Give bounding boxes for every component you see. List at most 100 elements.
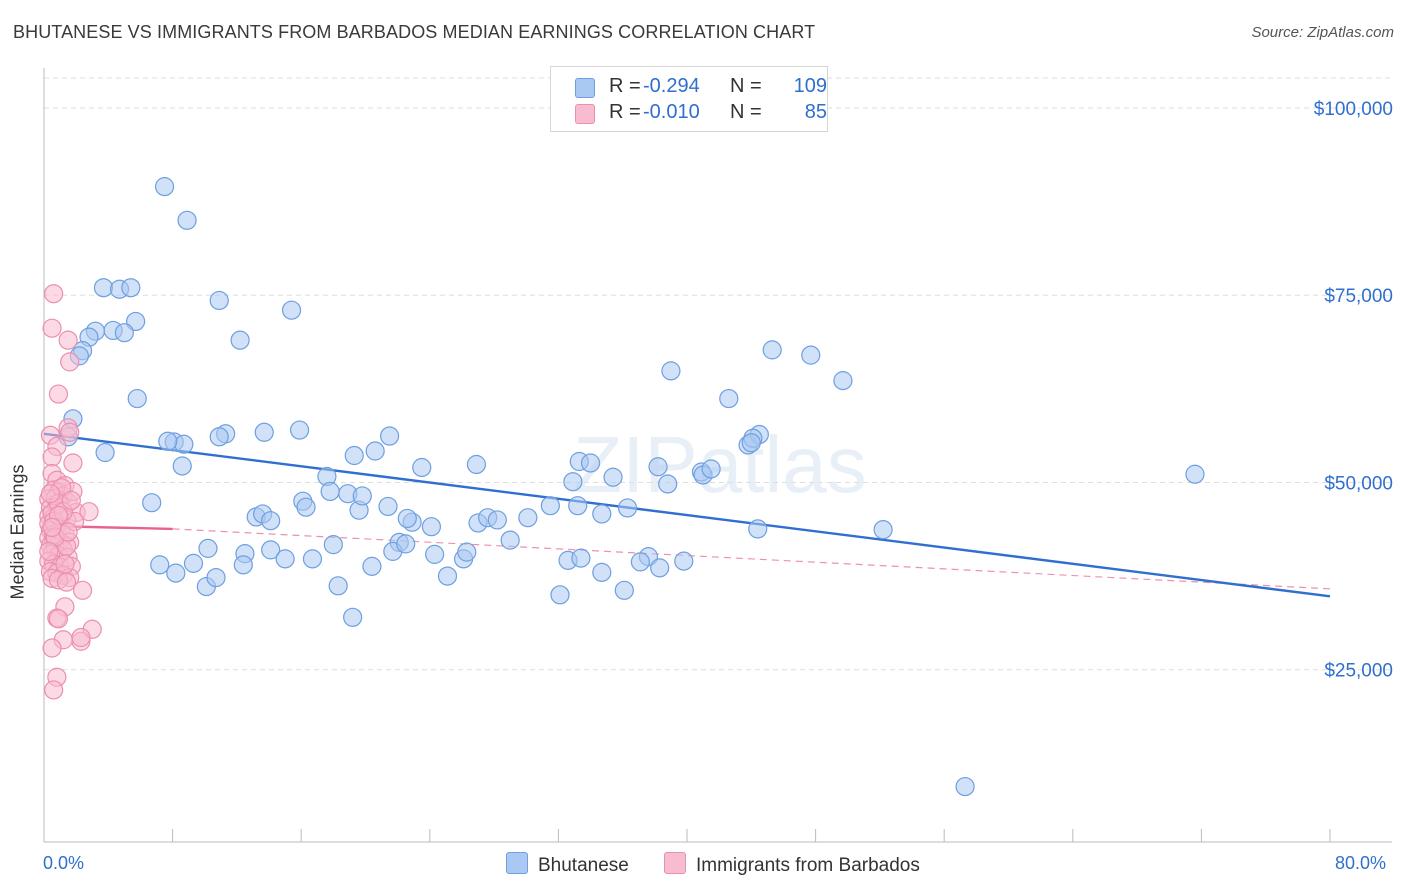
point-bhutanese <box>833 371 853 391</box>
legend-r-value: -0.294 <box>643 75 700 97</box>
point-bhutanese <box>650 558 670 578</box>
point-barbados <box>60 352 80 372</box>
point-bhutanese <box>328 576 348 596</box>
legend-n-label: N = <box>730 101 762 123</box>
legend-box: R = -0.294 N = 109 R = -0.010 N = 85 <box>550 66 828 132</box>
chart-title: BHUTANESE VS IMMIGRANTS FROM BARBADOS ME… <box>13 22 816 42</box>
point-bhutanese <box>323 535 343 555</box>
point-bhutanese <box>614 580 634 600</box>
trend-line-bhutanese <box>43 432 1331 598</box>
point-bhutanese <box>378 496 398 517</box>
point-bhutanese <box>801 345 821 365</box>
point-bhutanese <box>741 433 761 453</box>
point-bhutanese <box>630 552 650 572</box>
point-barbados <box>61 490 81 511</box>
point-bhutanese <box>362 556 382 576</box>
point-bhutanese <box>352 486 372 506</box>
point-barbados <box>71 627 91 648</box>
point-bhutanese <box>233 555 253 575</box>
point-barbados <box>79 502 99 522</box>
point-bhutanese <box>343 607 363 627</box>
point-bhutanese <box>154 177 175 197</box>
point-bhutanese <box>762 340 782 360</box>
point-bhutanese <box>658 474 678 494</box>
y-tick-label: $25,000 <box>1324 661 1393 682</box>
point-bhutanese <box>121 278 141 298</box>
point-bhutanese <box>209 427 229 447</box>
point-bhutanese <box>580 453 601 473</box>
y-tick-label: $75,000 <box>1324 286 1393 307</box>
point-barbados <box>58 522 78 542</box>
point-bhutanese <box>661 361 681 381</box>
point-bhutanese <box>425 544 445 564</box>
bottom-legend-barbados: Immigrants from Barbados <box>664 852 920 877</box>
point-barbados <box>42 517 62 538</box>
point-bhutanese <box>320 481 340 502</box>
series-barbados <box>39 284 102 700</box>
point-bhutanese <box>114 323 134 343</box>
bottom-legend-swatch-blue <box>506 852 528 874</box>
point-bhutanese <box>230 330 250 350</box>
point-bhutanese <box>296 497 316 517</box>
legend-n-label: N = <box>730 75 762 97</box>
watermark: ZIPatlas <box>573 420 866 509</box>
point-barbados <box>72 580 93 600</box>
point-bhutanese <box>603 467 623 487</box>
trend-line-barbados-extension <box>172 528 1331 590</box>
point-barbados <box>55 554 75 574</box>
legend-n-value: 85 <box>804 101 827 123</box>
point-bhutanese <box>396 534 416 554</box>
y-tick-labels: $25,000 $50,000 $75,000 $100,000 <box>1314 99 1393 682</box>
point-bhutanese <box>289 420 310 440</box>
point-barbados <box>48 609 69 629</box>
point-bhutanese <box>563 472 583 492</box>
bottom-legend-label: Bhutanese <box>538 855 629 876</box>
point-bhutanese <box>166 563 186 583</box>
point-bhutanese <box>701 459 721 479</box>
point-bhutanese <box>617 498 638 518</box>
legend-swatch-blue <box>575 78 595 98</box>
point-bhutanese <box>540 496 560 516</box>
point-bhutanese <box>955 776 975 797</box>
point-barbados <box>56 572 77 592</box>
point-bhutanese <box>457 542 477 562</box>
point-bhutanese <box>500 530 520 550</box>
point-bhutanese <box>550 585 570 605</box>
point-bhutanese <box>873 520 893 540</box>
point-barbados <box>40 484 61 504</box>
point-bhutanese <box>397 508 417 529</box>
point-bhutanese <box>302 549 323 569</box>
point-bhutanese <box>158 431 178 451</box>
point-bhutanese <box>380 426 400 446</box>
point-bhutanese <box>198 538 218 558</box>
point-bhutanese <box>568 496 588 516</box>
point-bhutanese <box>437 566 458 586</box>
point-bhutanese <box>93 278 114 298</box>
point-barbados <box>58 330 78 350</box>
point-barbados <box>48 384 69 404</box>
point-bhutanese <box>142 493 162 513</box>
point-bhutanese <box>183 553 204 573</box>
point-barbados <box>44 284 64 304</box>
point-bhutanese <box>275 549 295 569</box>
point-bhutanese <box>648 457 668 477</box>
point-bhutanese <box>174 434 194 454</box>
point-bhutanese <box>209 290 229 311</box>
x-tick-label-max: 80.0% <box>1335 853 1387 873</box>
point-barbados <box>42 638 62 658</box>
point-bhutanese <box>177 210 197 230</box>
point-bhutanese <box>261 540 281 560</box>
point-bhutanese <box>719 388 739 409</box>
point-bhutanese <box>592 504 612 524</box>
legend-r-label: R = <box>609 75 641 97</box>
point-bhutanese <box>150 555 170 575</box>
point-bhutanese <box>261 511 281 531</box>
y-axis-label: Median Earnings <box>7 464 28 600</box>
point-bhutanese <box>674 551 694 571</box>
y-tick-label: $50,000 <box>1324 473 1393 494</box>
point-bhutanese <box>1185 464 1205 484</box>
point-bhutanese <box>127 388 147 409</box>
point-bhutanese <box>421 517 442 537</box>
bottom-legend-label: Immigrants from Barbados <box>696 855 920 876</box>
point-bhutanese <box>281 300 302 320</box>
